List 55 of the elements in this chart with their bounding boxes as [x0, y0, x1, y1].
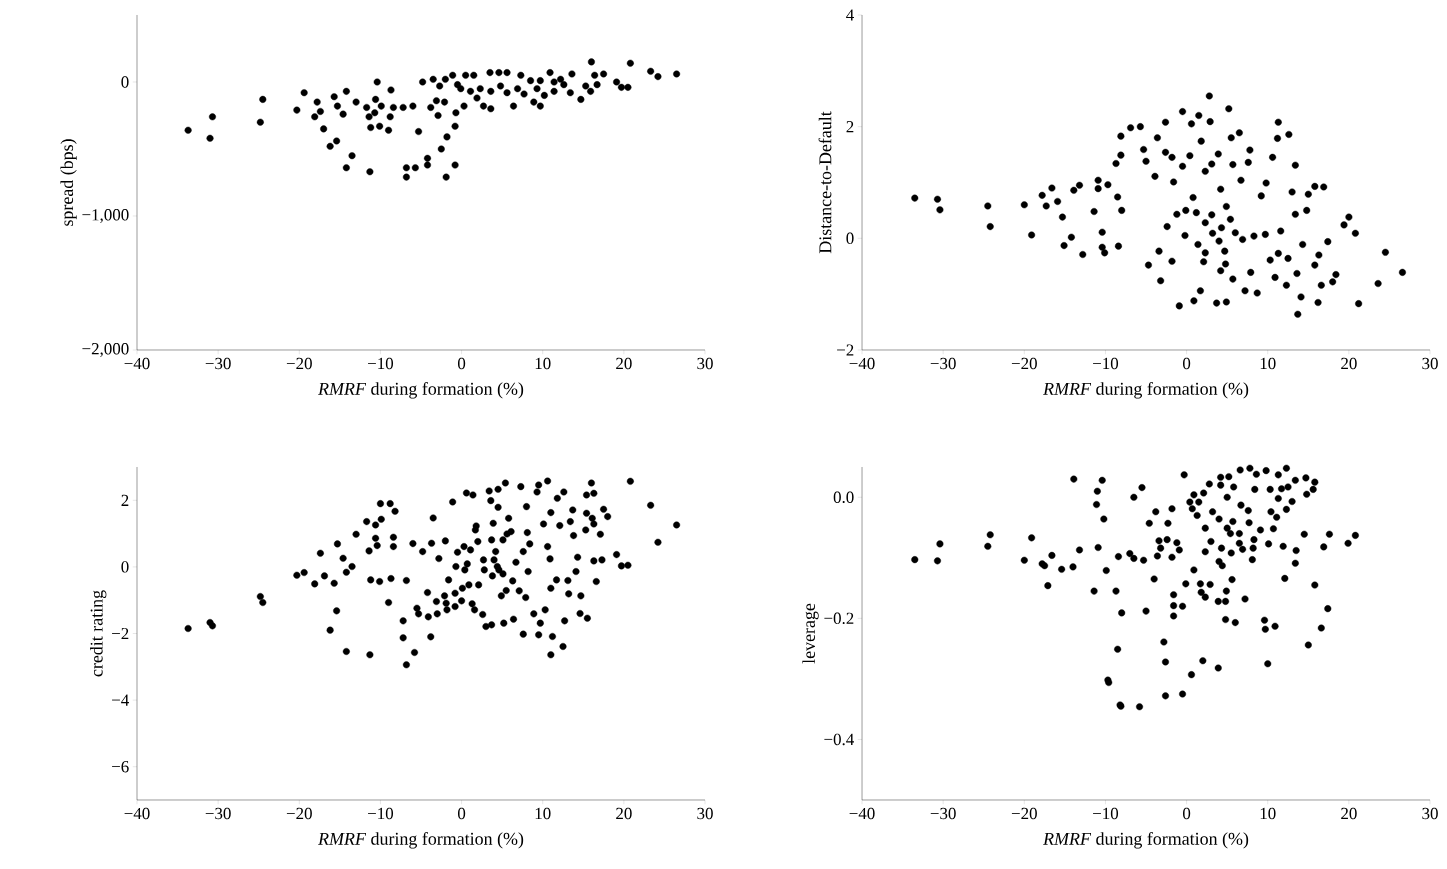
x-tick-label: 20 — [1341, 807, 1357, 820]
y-tick-label: 0 — [846, 232, 854, 245]
x-tick-label: 20 — [1341, 357, 1357, 370]
x-tick-label: −10 — [368, 807, 394, 820]
x-tick-label: 30 — [1422, 357, 1438, 370]
y-tick-label: 0.0 — [833, 491, 854, 504]
x-tick-label: 10 — [535, 807, 551, 820]
y-tick-label: −0.4 — [824, 733, 854, 746]
y-tick-label: −2 — [112, 627, 129, 640]
x-tick-label: −20 — [286, 357, 312, 370]
x-tick-label: 0 — [1183, 357, 1191, 370]
x-tick-label: 30 — [697, 357, 713, 370]
y-axis-title: credit rating — [90, 590, 107, 677]
y-tick-label: 0 — [121, 76, 129, 88]
y-tick-label: 2 — [846, 121, 854, 133]
y-tick-label: −1,000 — [82, 209, 129, 223]
x-tick-label: 10 — [535, 357, 551, 370]
x-tick-label: −40 — [849, 807, 875, 820]
x-tick-label: 20 — [616, 357, 632, 370]
x-tick-label: 0 — [1183, 807, 1191, 820]
x-tick-label: 0 — [457, 807, 466, 820]
y-tick-label: 2 — [121, 494, 129, 506]
x-tick-label: −40 — [849, 357, 875, 370]
x-tick-label: 10 — [1260, 807, 1276, 820]
x-tick-label: −20 — [1011, 807, 1037, 820]
x-tick-label: 30 — [697, 807, 713, 820]
x-tick-label: −10 — [1093, 807, 1119, 820]
y-tick-label: 0 — [121, 561, 129, 573]
x-tick-label: 0 — [457, 357, 466, 370]
y-axis-title: spread (bps) — [60, 139, 77, 226]
x-tick-label: 10 — [1260, 357, 1276, 370]
x-tick-label: −30 — [205, 807, 231, 820]
x-tick-label: −10 — [1093, 357, 1119, 370]
x-axis-title: RMRF during formation (%) — [1043, 382, 1249, 399]
y-tick-label: −2,000 — [82, 343, 129, 357]
y-tick-label: −4 — [112, 694, 129, 706]
x-tick-label: −40 — [124, 357, 150, 370]
x-tick-label: −30 — [930, 357, 956, 370]
x-axis-title: RMRF during formation (%) — [1043, 832, 1249, 849]
x-tick-label: −10 — [368, 357, 394, 370]
x-tick-label: −30 — [205, 357, 231, 370]
x-tick-label: −30 — [930, 807, 956, 820]
y-tick-label: 4 — [846, 9, 854, 21]
y-axis-title: leverage — [802, 603, 819, 664]
x-tick-label: −20 — [286, 807, 312, 820]
x-tick-label: −40 — [124, 807, 150, 820]
x-tick-label: 30 — [1422, 807, 1438, 820]
x-axis-title: RMRF during formation (%) — [318, 832, 524, 849]
y-tick-label: −0.2 — [824, 612, 854, 625]
x-tick-label: 20 — [616, 807, 632, 820]
x-tick-label: −20 — [1011, 357, 1037, 370]
y-tick-label: −2 — [837, 344, 854, 356]
y-axis-title: Distance-to-Default — [818, 111, 832, 254]
y-tick-label: −6 — [112, 761, 129, 773]
x-axis-title: RMRF during formation (%) — [318, 382, 524, 399]
